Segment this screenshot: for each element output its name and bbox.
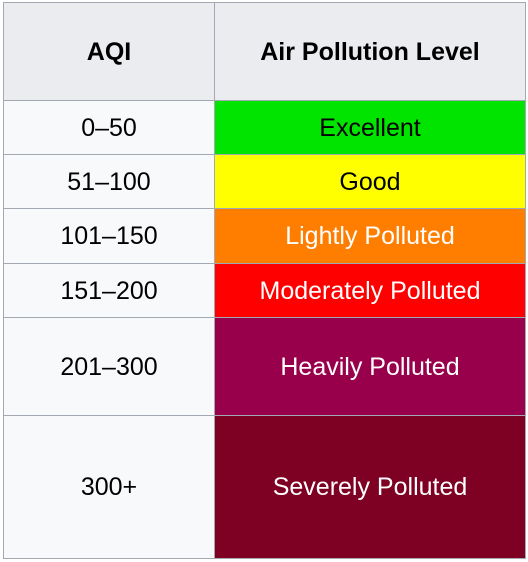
table-row: 101–150 Lightly Polluted [3,208,526,264]
pollution-level-cell: Excellent [214,100,526,155]
table-row: 151–200 Moderately Polluted [3,263,526,318]
table-row: 300+ Severely Polluted [3,415,526,559]
pollution-level-cell: Good [214,154,526,209]
pollution-level-cell: Moderately Polluted [214,263,526,318]
table-row: 201–300 Heavily Polluted [3,317,526,416]
header-row: AQI Air Pollution Level [3,2,526,101]
table-row: 51–100 Good [3,154,526,209]
pollution-level-cell: Lightly Polluted [214,208,526,264]
pollution-level-cell: Heavily Polluted [214,317,526,416]
pollution-level-cell: Severely Polluted [214,415,526,559]
aqi-range-cell: 151–200 [3,263,215,318]
table-row: 0–50 Excellent [3,100,526,155]
aqi-range-cell: 201–300 [3,317,215,416]
aqi-header: AQI [3,2,215,101]
pollution-level-header: Air Pollution Level [214,2,526,101]
aqi-range-cell: 51–100 [3,154,215,209]
aqi-range-cell: 0–50 [3,100,215,155]
aqi-range-cell: 101–150 [3,208,215,264]
aqi-range-cell: 300+ [3,415,215,559]
aqi-table: AQI Air Pollution Level 0–50 Excellent 5… [3,2,526,559]
